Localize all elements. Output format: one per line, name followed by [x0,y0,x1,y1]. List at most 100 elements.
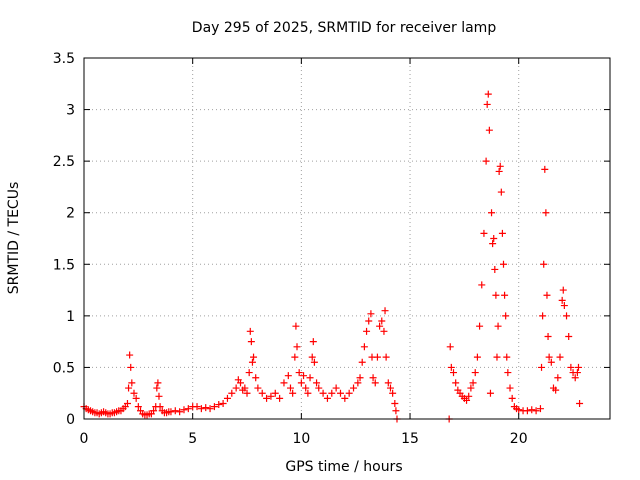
data-point [541,165,549,173]
data-point [252,374,260,382]
data-point [309,338,317,346]
data-point [176,408,184,416]
data-point [543,291,551,299]
data-point [380,327,388,335]
data-point [565,332,573,340]
data-point [560,302,568,310]
data-point [493,353,501,361]
y-tick-label: 1.5 [53,257,75,273]
data-point [345,389,353,397]
data-point [127,363,135,371]
data-point [292,322,300,330]
data-point [276,394,284,402]
y-tick-label: 2.5 [53,154,75,170]
data-point [539,312,547,320]
data-point [180,406,188,414]
x-tick-label: 5 [188,431,197,447]
data-point [263,394,271,402]
data-point [130,389,138,397]
data-point [386,384,394,392]
data-point [573,369,581,377]
data-point [360,343,368,351]
data-point [499,260,507,268]
data-point [156,403,164,411]
data-point [310,358,318,366]
data-point [567,363,575,371]
data-point [197,405,205,413]
data-point [547,358,555,366]
data-point [559,286,567,294]
data-point [503,353,511,361]
data-point [289,389,297,397]
data-point [271,389,279,397]
data-point [536,405,544,413]
data-point [563,312,571,320]
data-point [480,229,488,237]
data-point [452,379,460,387]
data-point [291,353,299,361]
data-point [228,389,236,397]
x-tick-label: 0 [80,431,89,447]
x-tick-label: 20 [510,431,528,447]
data-point [202,404,210,412]
data-point [193,403,201,411]
data-point [243,389,251,397]
data-point [496,162,504,170]
data-point [465,392,473,400]
data-point [356,374,364,382]
data-point [354,379,362,387]
data-point [308,353,316,361]
data-point [369,374,377,382]
data-point [153,384,161,392]
data-point [336,389,344,397]
data-point [523,407,531,415]
data-point [365,317,373,325]
data-point [389,389,397,397]
data-point [382,353,390,361]
y-tick-label: 2 [66,206,75,222]
x-axis-label: GPS time / hours [285,459,402,475]
data-point [381,307,389,315]
data-point [504,369,512,377]
data-point [248,358,256,366]
data-point [341,394,349,402]
data-point [554,374,562,382]
data-point [384,379,392,387]
data-point [571,374,579,382]
data-point [506,384,514,392]
data-point [219,400,227,408]
data-point [508,394,516,402]
data-point [376,322,384,330]
data-point [478,281,486,289]
data-point [247,338,255,346]
data-point [446,343,454,351]
data-point [280,379,288,387]
data-point [246,327,254,335]
data-point [215,401,223,409]
data-point [286,384,294,392]
data-point [358,358,366,366]
data-point [490,235,498,242]
tick-marks [83,57,610,420]
y-axis-label: SRMTID / TECUs [6,182,22,295]
data-point [473,353,481,361]
data-point [492,291,500,299]
data-point [486,389,494,397]
data-point [450,369,458,377]
data-point [532,407,540,415]
data-point [245,369,253,377]
data-point [552,386,560,394]
y-tick-label: 3 [66,103,75,119]
data-point [206,405,214,413]
data-point [363,327,371,335]
data-point [574,363,582,371]
data-point [267,392,275,400]
data-point [576,400,584,408]
data-point [150,407,158,415]
data-point [515,406,523,414]
data-point [236,379,244,387]
data-point [545,353,553,361]
y-tick-label: 0 [66,412,75,428]
data-point [250,353,258,361]
